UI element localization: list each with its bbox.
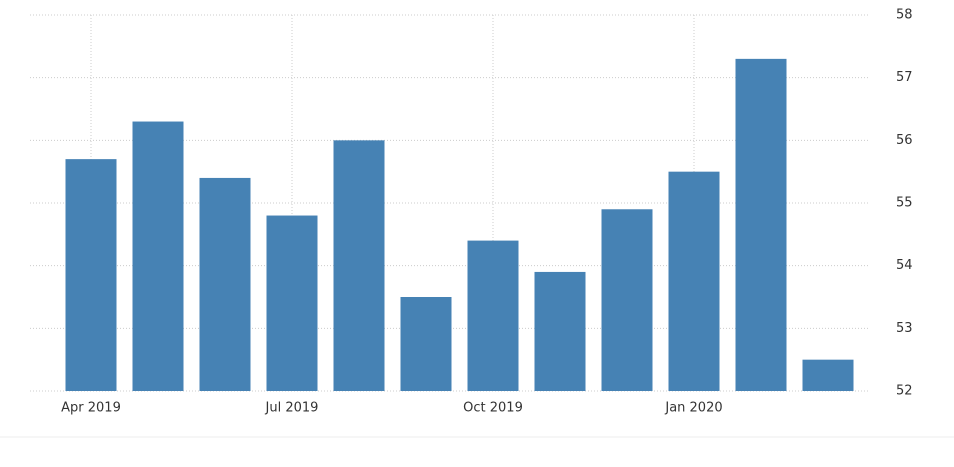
bar (534, 271, 586, 391)
bar (65, 159, 117, 391)
y-tick-label: 53 (896, 321, 913, 336)
y-tick-label: 58 (896, 8, 913, 23)
bar (199, 177, 251, 391)
y-tick-label: 56 (896, 133, 913, 148)
x-tick-label: Jul 2019 (265, 401, 319, 416)
bar (802, 359, 854, 391)
bar (735, 58, 787, 391)
y-tick-label: 54 (896, 258, 913, 273)
y-tick-label: 55 (896, 196, 913, 211)
bar (333, 140, 385, 391)
bar (601, 209, 653, 391)
x-tick-label: Apr 2019 (61, 401, 121, 416)
bar (467, 240, 519, 391)
x-tick-label: Jan 2020 (664, 401, 722, 416)
bar (132, 121, 184, 392)
y-tick-label: 52 (896, 384, 913, 399)
bar (266, 215, 318, 391)
y-tick-label: 57 (896, 70, 913, 85)
x-tick-label: Oct 2019 (463, 401, 523, 416)
bar (400, 297, 452, 391)
bar (668, 171, 720, 391)
